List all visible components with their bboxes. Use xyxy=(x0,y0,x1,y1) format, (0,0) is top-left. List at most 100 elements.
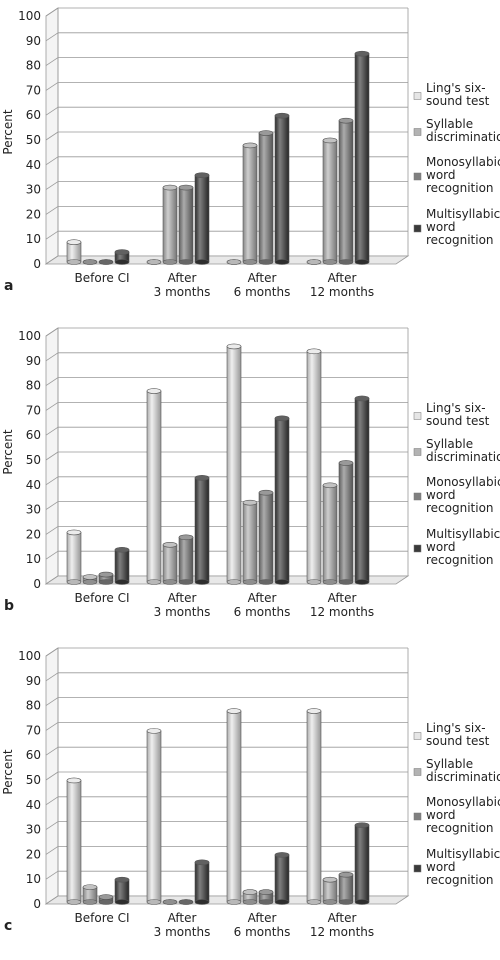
legend-entry: Multisyllabic word recognition xyxy=(426,207,500,247)
y-tick-label: 0 xyxy=(33,257,41,271)
y-tick-label: 90 xyxy=(26,674,41,688)
legend-swatch xyxy=(413,172,422,181)
bar xyxy=(274,415,290,585)
gridline-side xyxy=(45,697,59,706)
gridline-side xyxy=(45,870,59,880)
legend-entry: Monosyllabic word recognition xyxy=(426,475,500,515)
gridline-side xyxy=(45,451,59,461)
y-tick-label: 100 xyxy=(18,329,41,343)
y-tick-label: 90 xyxy=(26,34,41,48)
y-tick-label: 30 xyxy=(26,503,41,517)
bar xyxy=(194,475,210,585)
y-tick-label: 10 xyxy=(26,232,41,246)
gridline-side xyxy=(45,672,59,682)
bar xyxy=(354,822,370,905)
bar xyxy=(178,184,194,265)
y-tick-label: 80 xyxy=(26,699,41,713)
legend-entry: Ling's six-sound test xyxy=(426,401,490,428)
gridline-side xyxy=(45,476,59,486)
y-tick-label: 80 xyxy=(26,59,41,73)
bar xyxy=(226,343,242,585)
gridline-side xyxy=(45,501,59,510)
bar xyxy=(226,708,242,905)
x-tick-label: After 3 months xyxy=(154,271,211,299)
gridline-side xyxy=(45,550,59,560)
y-tick-label: 10 xyxy=(26,552,41,566)
y-tick-label: 0 xyxy=(33,577,41,591)
bar xyxy=(242,889,258,905)
bar xyxy=(194,859,210,905)
bar xyxy=(354,50,370,265)
x-tick-label: After 12 months xyxy=(310,911,374,939)
legend-entry: Ling's six-sound test xyxy=(426,721,490,748)
legend-entry: Multisyllabic word recognition xyxy=(426,527,500,567)
bar xyxy=(66,529,82,585)
y-tick-label: 60 xyxy=(26,428,41,442)
y-tick-label: 30 xyxy=(26,823,41,837)
bar xyxy=(82,574,98,585)
legend-entry: Syllablediscrimination xyxy=(426,117,500,144)
chart-panel-b: 0 10 20 30 40 50 60 70 80 90 100 Percent b Before CI A… xyxy=(1,327,500,619)
bar xyxy=(178,899,194,905)
y-tick-label: 20 xyxy=(26,207,41,221)
y-tick-label: 80 xyxy=(26,379,41,393)
bar xyxy=(194,172,210,265)
bar xyxy=(306,348,322,585)
y-axis-label: Percent xyxy=(1,109,15,154)
bar xyxy=(322,137,338,265)
y-axis-label: Percent xyxy=(1,429,15,474)
legend-swatch xyxy=(413,492,422,501)
y-tick-label: 50 xyxy=(26,773,41,787)
legend-entry: Syllablediscrimination xyxy=(426,757,500,784)
gridline-side xyxy=(45,32,59,42)
gridline-side xyxy=(45,647,59,657)
legend-entry: Multisyllabic word recognition xyxy=(426,847,500,887)
y-tick-label: 0 xyxy=(33,897,41,911)
bar xyxy=(114,249,130,265)
legend-swatch xyxy=(413,224,422,233)
bar xyxy=(98,571,114,585)
gridline-side xyxy=(45,230,59,240)
x-tick-label: After 6 months xyxy=(234,591,291,619)
bar xyxy=(146,728,162,905)
bar xyxy=(162,899,178,905)
chart-panel-c: 0 10 20 30 40 50 60 70 80 90 100 Percent c Before CI A… xyxy=(1,647,500,939)
legend-swatch xyxy=(413,732,422,740)
bar xyxy=(242,499,258,585)
bar xyxy=(338,871,354,905)
chart-panel-a: 0 10 20 30 40 50 60 70 80 90 100 Percent a Before CI A… xyxy=(1,7,500,299)
bar xyxy=(146,259,162,265)
y-tick-label: 60 xyxy=(26,108,41,122)
gridline-side xyxy=(45,722,59,731)
bar xyxy=(306,708,322,905)
bar xyxy=(82,884,98,905)
gridline-side xyxy=(45,106,59,116)
legend-entry: Ling's six-sound test xyxy=(426,81,490,108)
bar xyxy=(338,460,354,585)
bar xyxy=(226,259,242,265)
y-tick-label: 100 xyxy=(18,9,41,23)
bar xyxy=(146,388,162,585)
bar xyxy=(66,777,82,905)
gridline-side xyxy=(45,352,59,362)
gridline-side xyxy=(45,402,59,411)
y-tick-label: 70 xyxy=(26,83,41,97)
legend-entry: Monosyllabic word recognition xyxy=(426,795,500,835)
gridline-side xyxy=(45,821,59,830)
bar xyxy=(98,259,114,265)
y-tick-label: 60 xyxy=(26,748,41,762)
bar xyxy=(338,117,354,265)
legend-swatch xyxy=(413,412,422,420)
y-tick-label: 30 xyxy=(26,183,41,197)
legend-entry: Syllablediscrimination xyxy=(426,437,500,464)
bar xyxy=(66,239,82,265)
y-tick-label: 90 xyxy=(26,354,41,368)
y-axis-label: Percent xyxy=(1,749,15,794)
y-tick-label: 40 xyxy=(26,478,41,492)
y-tick-label: 40 xyxy=(26,158,41,172)
legend-swatch xyxy=(413,768,422,776)
y-tick-label: 40 xyxy=(26,798,41,812)
gridline-side xyxy=(45,82,59,91)
y-tick-label: 10 xyxy=(26,872,41,886)
bar xyxy=(98,894,114,905)
